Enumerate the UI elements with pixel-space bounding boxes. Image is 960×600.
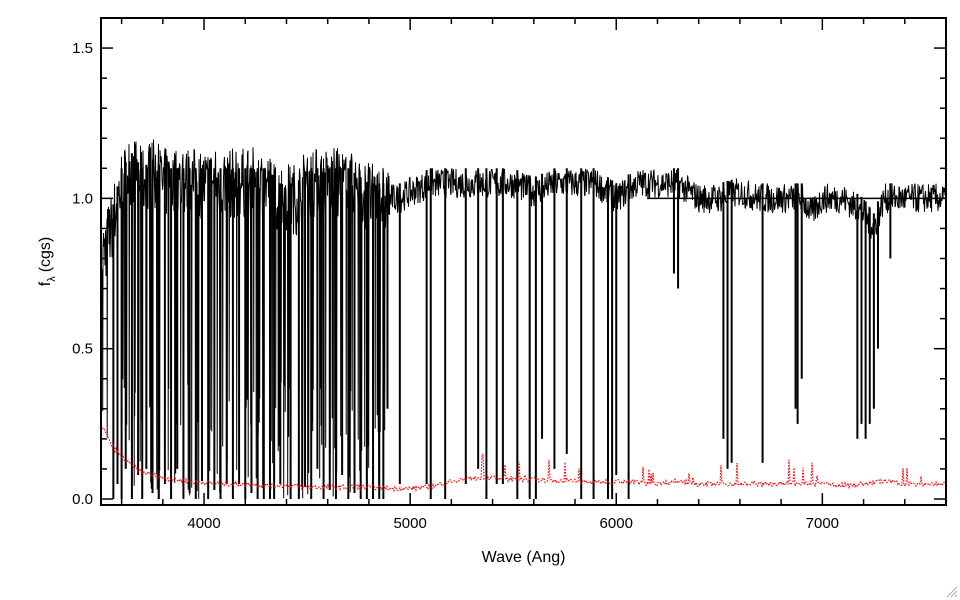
flux-series — [101, 139, 946, 499]
y-axis: 0.0 0.5 1.0 1.5 — [72, 40, 946, 508]
y-tick-label: 0.0 — [72, 491, 93, 508]
resize-grip-icon[interactable] — [946, 586, 958, 598]
y-tick-label: 0.5 — [72, 341, 93, 358]
y-axis-title-sub: λ — [46, 276, 58, 282]
plot-frame — [100, 17, 947, 506]
svg-text:fλ(cgs): fλ (cgs) — [37, 237, 58, 287]
x-tick-label: 5000 — [393, 515, 426, 532]
error-series — [101, 427, 946, 493]
x-tick-label: 4000 — [187, 515, 220, 532]
y-axis-title-unit: (cgs) — [37, 237, 54, 273]
error-line — [101, 427, 946, 493]
x-axis-title: Wave (Ang) — [482, 549, 566, 566]
x-axis: 4000 5000 6000 7000 — [120, 18, 947, 532]
y-tick-label: 1.5 — [72, 40, 93, 57]
y-axis-title: fλ (cgs) — [37, 237, 58, 287]
y-tick-label: 1.0 — [72, 190, 93, 207]
x-tick-label: 7000 — [806, 515, 839, 532]
y-axis-title-main: f — [37, 281, 54, 286]
x-tick-label: 6000 — [600, 515, 633, 532]
